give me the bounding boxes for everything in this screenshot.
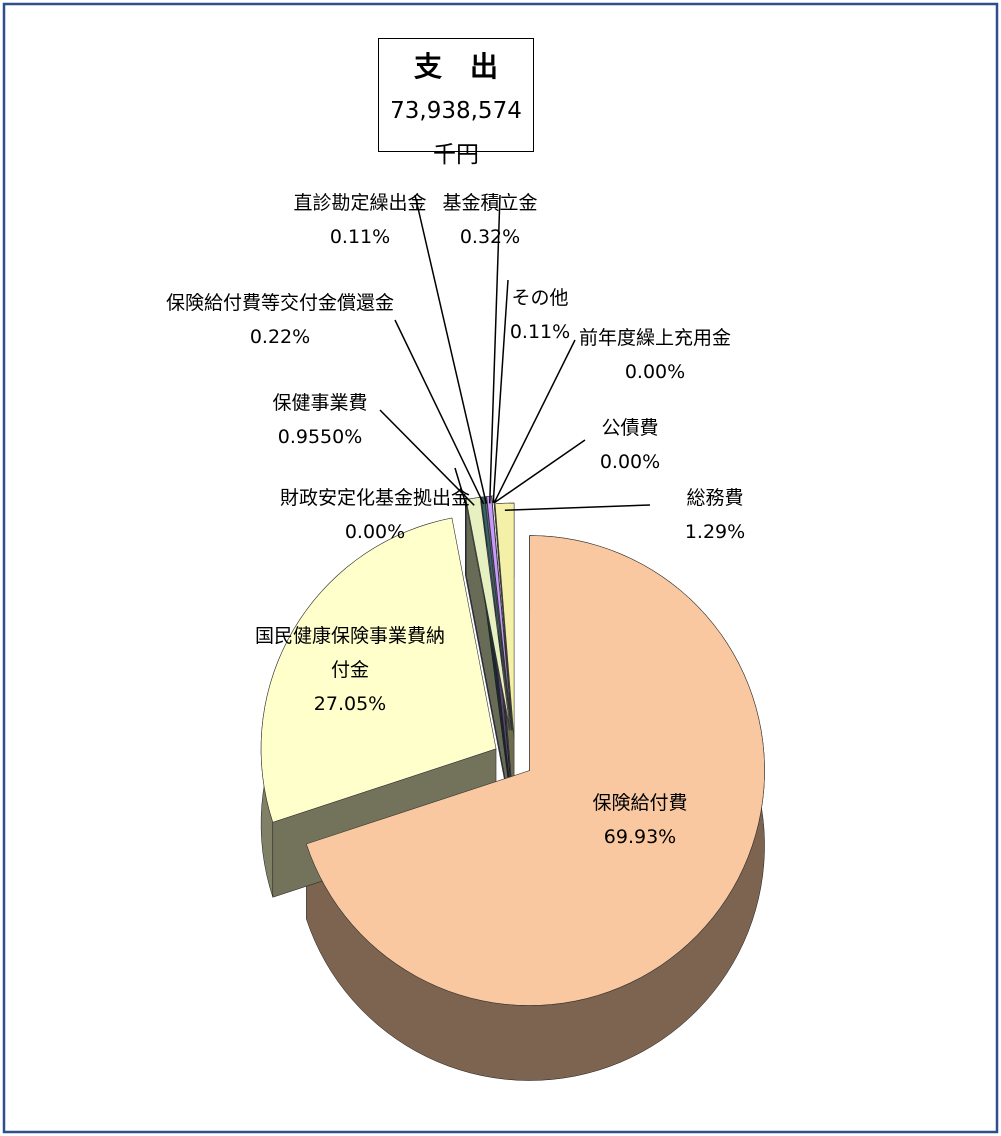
slice <box>484 496 512 731</box>
leader-line <box>489 194 501 504</box>
slice-label: 基金積立金 0.32% <box>442 186 537 254</box>
slice-name: 保健事業費 <box>272 392 368 414</box>
slice <box>486 495 513 731</box>
slice-label: 保険給付費等交付金償還金 0.22% <box>166 286 394 354</box>
slice-name: 保険給付費 <box>592 792 688 814</box>
leader-line <box>492 279 509 504</box>
leader-line <box>379 409 475 506</box>
slice-percent: 0.11% <box>329 226 391 248</box>
slice <box>465 496 511 731</box>
leader-line <box>493 339 576 504</box>
slice-name: 財政安定化基金拠出金 <box>279 487 471 509</box>
slice-percent: 69.93% <box>603 826 677 848</box>
slice-label: 保険給付費 69.93% <box>592 786 687 854</box>
slice-label: 総務費 1.29% <box>685 481 745 549</box>
leader-line <box>414 194 488 504</box>
slice-label: 財政安定化基金拠出金 0.00% <box>280 481 470 549</box>
slice-percent: 0.00% <box>599 451 661 473</box>
leader-line <box>493 439 586 504</box>
slice-name: 国民健康保険事業費納付金 <box>254 625 445 681</box>
slice-percent: 0.9550% <box>277 426 363 448</box>
slice <box>480 496 512 731</box>
slice-name: 総務費 <box>686 487 744 509</box>
chart-subtitle: 73,938,574千円 <box>390 98 522 168</box>
leader-line <box>504 504 651 512</box>
slice-percent: 0.11% <box>509 321 571 343</box>
slice-label: 保健事業費 0.9550% <box>272 386 367 454</box>
slice-name: 前年度繰上充用金 <box>578 327 732 349</box>
slice-label: その他 0.11% <box>510 281 570 349</box>
slice-label: 直診勘定繰出金 0.11% <box>293 186 426 254</box>
leader-lines <box>379 194 651 512</box>
pie-tops <box>260 495 765 1006</box>
slice-label: 前年度繰上充用金 0.00% <box>579 321 731 389</box>
slice-percent: 27.05% <box>313 693 387 715</box>
slice-percent: 0.00% <box>624 361 686 383</box>
slice-label: 公債費 0.00% <box>600 411 660 479</box>
slice-percent: 1.29% <box>684 521 746 543</box>
slice-name: 公債費 <box>601 417 659 439</box>
title-box: 支 出 73,938,574千円 <box>378 38 534 168</box>
slice-percent: 0.22% <box>249 326 311 348</box>
slice-name: 保険給付費等交付金償還金 <box>165 292 395 314</box>
leader-line <box>394 319 485 505</box>
slice-percent: 0.00% <box>344 521 406 543</box>
slice <box>494 502 515 739</box>
slice-percent: 0.32% <box>459 226 521 248</box>
slice-name: 直診勘定繰出金 <box>293 192 427 214</box>
slice <box>260 517 497 823</box>
slice-label: 国民健康保険事業費納付金 27.05% <box>250 619 450 721</box>
slice-name: 基金積立金 <box>442 192 538 214</box>
slice <box>305 535 765 1006</box>
chart-title: 支 出 <box>413 50 498 83</box>
slice-name: その他 <box>511 287 569 309</box>
leader-line <box>454 467 468 507</box>
